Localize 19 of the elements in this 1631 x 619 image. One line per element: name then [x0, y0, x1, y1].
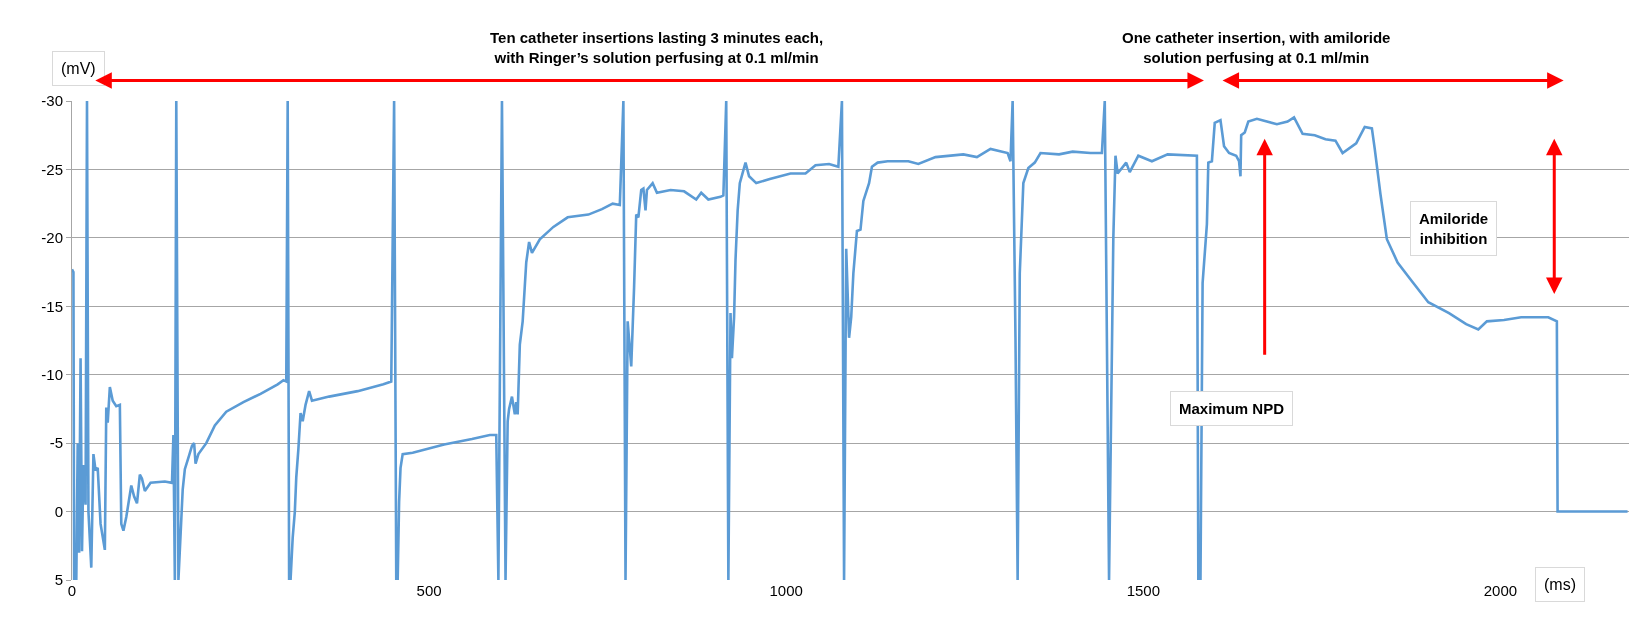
y-tick-label: -20 [41, 229, 63, 247]
y-tick-label: -25 [41, 160, 63, 178]
annotation: Amiloride inhibition [1419, 210, 1489, 247]
x-tick-label: 0 [67, 582, 77, 599]
y-tick-label: 5 [54, 571, 63, 589]
y-tick-label: -15 [41, 297, 63, 315]
y-tick-label: -10 [41, 365, 63, 383]
y-tick-label: -30 [41, 92, 63, 110]
x-tick-label: 500 [416, 582, 442, 599]
annotation: Maximum NPD [1179, 400, 1285, 417]
x-tick-label: 1500 [1126, 582, 1161, 599]
y-tick-label: 0 [54, 502, 63, 520]
x-tick-label: 2000 [1483, 582, 1518, 599]
text: One catheter insertion, with amiloride solution perfusing at 0.1 ml/min [1122, 29, 1391, 66]
x-tick-label: 1000 [769, 582, 803, 599]
y-axis-title: (mV) [61, 60, 96, 77]
x-axis-title: (ms) [1544, 576, 1576, 593]
y-tick-label: -5 [49, 434, 63, 452]
text: Ten catheter insertions lasting 3 minutes each, with Ringer’s solution perfusing at 0.1 ml/min [490, 29, 824, 66]
